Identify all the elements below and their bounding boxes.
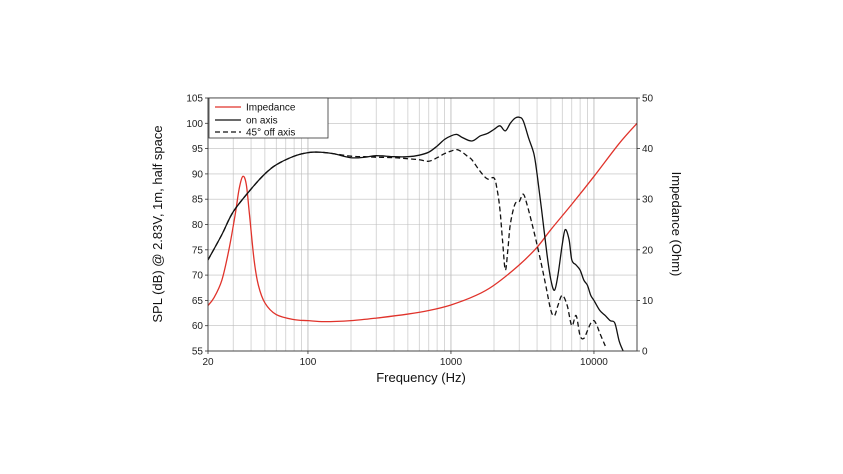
y2-tick-label: 30 — [642, 195, 654, 206]
y2-axis-title: Impedance (Ohm) — [669, 172, 684, 277]
legend-label-impedance: Impedance — [246, 103, 296, 114]
y-tick-label: 75 — [192, 245, 204, 256]
legend: Impedance on axis 45° off axis — [208, 97, 329, 139]
x-tick-label: 10000 — [580, 357, 608, 368]
y-tick-label: 100 — [186, 119, 203, 130]
series-off-axis-line — [208, 148, 606, 347]
y-tick-label: 80 — [192, 220, 204, 231]
y2-tick-label: 50 — [642, 94, 654, 105]
y-tick-label: 85 — [192, 195, 204, 206]
x-tick-label: 20 — [202, 357, 214, 368]
series-group — [208, 116, 637, 351]
y-axis-title: SPL (dB) @ 2.83V, 1m, half space — [150, 125, 165, 322]
y-tick-label: 60 — [192, 321, 204, 332]
y2-tick-label: 20 — [642, 245, 654, 256]
legend-label-on-axis: on axis — [246, 116, 278, 127]
y2-tick-label: 40 — [642, 144, 654, 155]
y2-tick-label: 0 — [642, 347, 648, 358]
tick-labels: 20 100 1000 1000055606570758085909510010501… — [186, 94, 653, 369]
y2-tick-label: 10 — [642, 296, 654, 307]
x-tick-label: 100 — [300, 357, 317, 368]
y-tick-label: 90 — [192, 169, 204, 180]
legend-box — [208, 97, 329, 139]
x-tick-label: 1000 — [440, 357, 463, 368]
y-tick-label: 65 — [192, 296, 204, 307]
y-tick-label: 55 — [192, 347, 204, 358]
y-tick-label: 95 — [192, 144, 204, 155]
x-axis-title: Frequency (Hz) — [376, 370, 466, 385]
y-tick-label: 70 — [192, 271, 204, 282]
series-impedance-line — [208, 122, 637, 323]
y-tick-label: 105 — [186, 94, 203, 105]
legend-label-off-axis: 45° off axis — [246, 128, 295, 139]
